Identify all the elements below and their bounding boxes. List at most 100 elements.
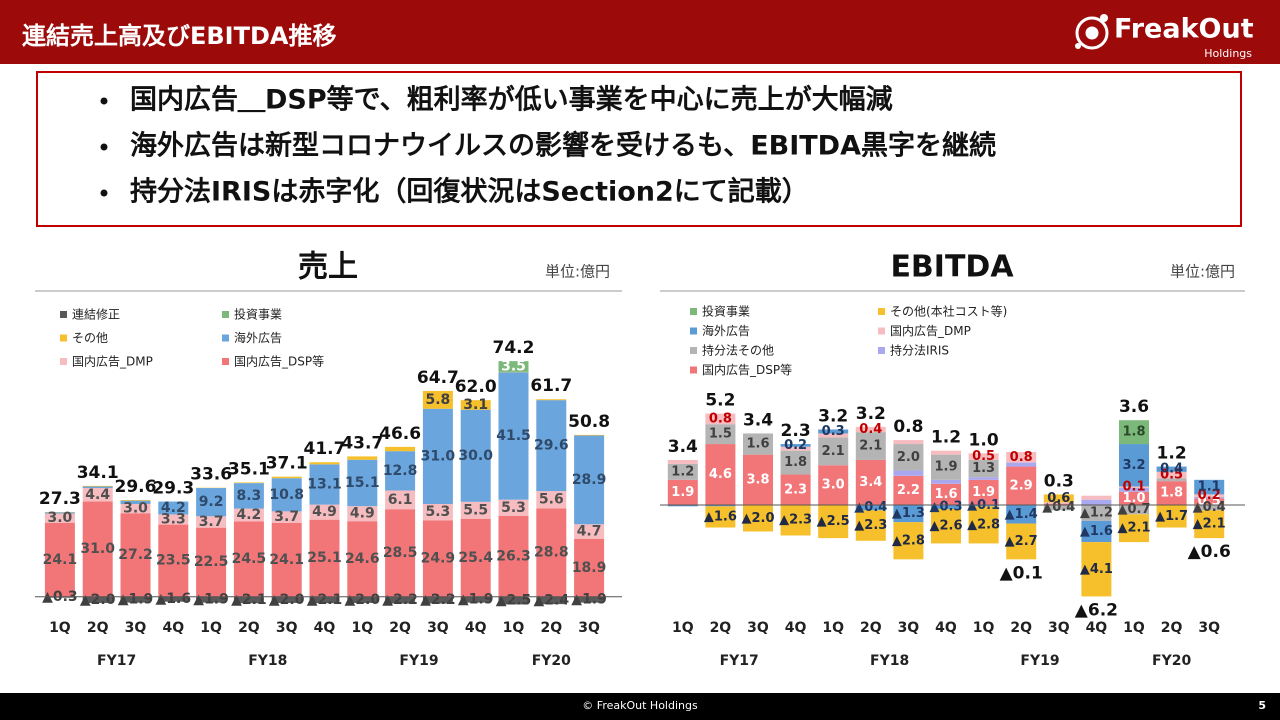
value-label: 29.6 <box>534 438 569 454</box>
bar-segment <box>705 506 736 528</box>
bar-segment <box>1194 494 1225 498</box>
total-label: 61.7 <box>530 376 572 396</box>
value-label: ▲2.0 <box>345 592 381 608</box>
x-tick-label: 3Q <box>747 620 769 636</box>
bar-segment <box>422 520 453 597</box>
x-tick-label: 1Q <box>1123 620 1145 636</box>
bar-segment <box>536 491 567 509</box>
value-label: ▲0.7 <box>1117 502 1150 517</box>
x-tick-label: 1Q <box>49 620 71 636</box>
bar-segment <box>855 505 886 511</box>
bar-segment <box>968 459 999 478</box>
bar-segment <box>44 522 75 597</box>
value-label: 0.5 <box>972 449 995 464</box>
bar-segment <box>158 501 189 515</box>
bar-segment <box>818 465 849 505</box>
total-label: 3.4 <box>743 410 773 430</box>
total-label: 0.8 <box>893 417 923 437</box>
value-label: 0.8 <box>1010 450 1033 465</box>
bar-segment <box>780 450 811 475</box>
x-tick-label: 1Q <box>503 620 525 636</box>
bar-segment <box>120 504 151 514</box>
bar-segment <box>1194 479 1225 495</box>
legend-swatch <box>878 327 885 335</box>
bar-segment <box>158 524 189 597</box>
value-label: 1.9 <box>671 485 694 500</box>
legend-label: 持分法その他 <box>702 343 774 358</box>
value-label: 4.9 <box>350 506 375 522</box>
value-label: 26.3 <box>496 548 531 564</box>
bar-segment <box>574 435 605 525</box>
bar-segment <box>1081 520 1112 543</box>
bar-segment <box>1081 495 1112 500</box>
bar-segment <box>893 505 924 523</box>
total-label: 74.2 <box>493 338 535 358</box>
group-label: FY18 <box>248 653 287 669</box>
value-label: 25.1 <box>307 550 342 566</box>
bar-segment <box>931 450 961 455</box>
total-label: 34.1 <box>77 463 119 483</box>
value-label: 24.1 <box>269 552 304 568</box>
value-label: ▲1.9 <box>118 592 154 608</box>
bar-segment <box>347 459 378 507</box>
value-label: 1.0 <box>1122 491 1145 506</box>
legend-label: その他(本社コスト等) <box>890 304 1007 319</box>
bar-segment <box>667 463 698 480</box>
legend-label: 国内広告_DMP <box>72 355 153 369</box>
value-label: ▲1.7 <box>1155 509 1188 524</box>
x-tick-label: 3Q <box>427 620 449 636</box>
bar-segment <box>1194 498 1225 505</box>
x-tick-label: 1Q <box>351 620 373 636</box>
value-label: 1.3 <box>972 461 995 476</box>
logo-sub: Holdings <box>1204 47 1252 60</box>
bar-segment <box>1156 505 1187 528</box>
bar-segment <box>120 500 151 504</box>
bar-segment <box>1119 514 1149 543</box>
total-label: 3.6 <box>1119 397 1149 417</box>
value-label: ▲0.3 <box>929 499 962 514</box>
bar-segment <box>1156 471 1187 479</box>
bar-segment <box>574 538 605 597</box>
value-label: 1.8 <box>1160 486 1183 501</box>
bar-segment <box>1156 466 1187 472</box>
legend-label: 持分法IRIS <box>890 343 949 358</box>
bar-segment <box>498 515 529 597</box>
bar-segment <box>271 596 302 603</box>
group-label: FY19 <box>1020 653 1059 669</box>
x-tick-label: 1Q <box>822 620 844 636</box>
page-number: 5 <box>1258 699 1266 712</box>
value-label: ▲2.8 <box>892 533 925 548</box>
value-label: ▲0.1 <box>967 498 1000 513</box>
x-tick-label: 4Q <box>935 620 957 636</box>
value-label: 25.4 <box>458 550 493 566</box>
bar-segment <box>818 437 849 466</box>
bar-segment <box>460 400 491 410</box>
value-label: 4.6 <box>709 467 732 482</box>
value-label: 24.1 <box>43 552 78 568</box>
x-tick-label: 2Q <box>238 620 260 636</box>
bar-segment <box>120 596 151 603</box>
bar-segment <box>385 446 416 452</box>
bar-segment <box>158 514 189 525</box>
value-label: ▲1.9 <box>571 592 607 608</box>
bar-segment <box>196 488 227 517</box>
value-label: 3.7 <box>274 509 299 525</box>
value-label: ▲2.5 <box>496 593 532 609</box>
group-label: FY20 <box>1152 653 1191 669</box>
value-label: ▲2.0 <box>269 592 305 608</box>
bar-segment <box>1194 510 1225 539</box>
bar-segment <box>1006 523 1037 560</box>
bar-segment <box>82 485 113 487</box>
legend-swatch <box>222 334 229 342</box>
value-label: 24.5 <box>232 551 267 567</box>
value-label: 3.7 <box>199 514 224 530</box>
bar-segment <box>855 510 886 541</box>
bar-segment <box>855 459 886 505</box>
bar-segment <box>498 499 529 516</box>
total-label: 27.3 <box>39 489 81 509</box>
total-label: 5.2 <box>705 391 735 411</box>
bullet-dot <box>100 143 108 151</box>
bar-segment <box>1119 486 1149 488</box>
bar-segment <box>233 521 264 597</box>
bar-segment <box>931 505 961 509</box>
